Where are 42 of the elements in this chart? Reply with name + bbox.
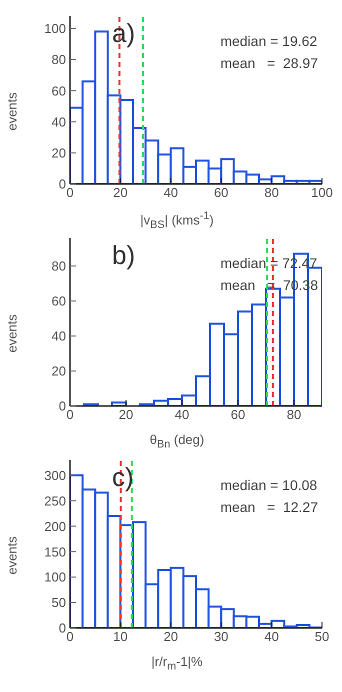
x-tick-label: 20 (118, 407, 134, 422)
annotation: median = 10.08 (220, 476, 318, 495)
x-tick-label: 60 (214, 185, 228, 200)
y-tick-label: 100 (44, 570, 66, 585)
x-tick-label: 60 (230, 407, 246, 422)
x-tick-label: 40 (264, 629, 279, 644)
annotation: a) (112, 18, 136, 48)
y-tick-label: 40 (52, 114, 66, 130)
y-tick-label: 80 (52, 258, 66, 274)
annotation: median = 19.62 (220, 32, 318, 51)
y-tick-label: 300 (44, 468, 66, 483)
x-tick-label: 20 (113, 185, 128, 200)
y-tick-label: 100 (44, 21, 66, 36)
x-axis-title: |v$_{BS}$| (kms$^{-1}$) (139, 210, 215, 231)
y-tick-label: 80 (52, 52, 66, 68)
y-axis-title: events (4, 313, 20, 355)
y-tick-label: 60 (52, 294, 66, 309)
x-tick-label: 50 (314, 629, 330, 644)
annotation: mean = 28.97 (220, 54, 318, 73)
y-tick-label: 250 (44, 493, 66, 508)
x-tick-label: 40 (174, 407, 190, 422)
y-tick-label: 200 (44, 518, 66, 534)
x-tick-label: 40 (164, 185, 178, 200)
y-axis-title: events (4, 535, 20, 577)
annotation: mean = 12.27 (220, 498, 318, 517)
x-tick-label: 80 (286, 407, 302, 422)
annotation: c) (112, 462, 134, 492)
y-axis-title: events (4, 91, 20, 133)
x-tick-label: 30 (214, 629, 228, 644)
x-axis-title: |r/r$_{m}$-1|% (150, 654, 204, 673)
x-axis-title: θ$_{Bn}$ (deg) (148, 432, 206, 451)
y-tick-label: 50 (52, 595, 66, 610)
x-tick-label: 20 (164, 629, 178, 644)
y-tick-label: 20 (52, 146, 66, 161)
y-tick-label: 40 (52, 328, 66, 344)
x-tick-label: 100 (311, 185, 333, 200)
x-tick-label: 80 (264, 185, 279, 200)
y-tick-label: 60 (52, 83, 66, 98)
x-tick-label: 10 (113, 629, 128, 644)
y-tick-label: 20 (52, 364, 66, 379)
y-tick-label: 150 (44, 544, 66, 560)
annotation: b) (112, 240, 136, 270)
